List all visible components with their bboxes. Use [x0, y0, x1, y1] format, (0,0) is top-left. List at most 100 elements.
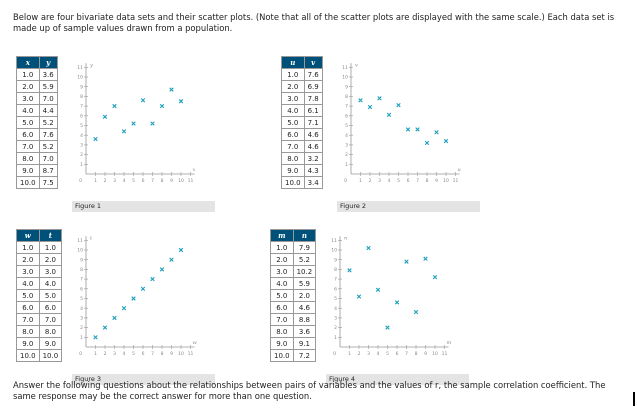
- data-table-4: m n 1.0 7.9 2.0 5.2 3.0 10.2 4.0 5.9 5.0 2.0 6.0 4.…: [270, 229, 317, 362]
- data-point-marker: [375, 287, 381, 292]
- marker-stroke: [443, 138, 449, 144]
- x-tick-label: 5: [386, 351, 389, 357]
- y-tick-label: 4: [80, 133, 83, 139]
- data-point-marker: [131, 296, 136, 301]
- figure-caption-3: Figure 3: [72, 374, 215, 385]
- data-point-marker: [366, 245, 371, 251]
- x-tick-label: 2: [104, 178, 107, 184]
- x-tick-label: 9: [435, 178, 438, 184]
- table-cell-y: 3.6: [38, 68, 58, 81]
- marker-stroke: [169, 257, 174, 262]
- marker-stroke: [423, 256, 428, 261]
- x-tick-label: 6: [142, 178, 145, 184]
- table-cell-y: 3.0: [38, 265, 63, 278]
- y-tick-label: 8: [345, 94, 348, 100]
- table-cell-y: 9.0: [38, 337, 63, 350]
- table-cell-x: 10.0: [16, 176, 40, 189]
- x-tick-label: 3: [113, 178, 116, 184]
- table-row: 5.0 2.0: [270, 289, 317, 302]
- marker-stroke: [396, 102, 401, 108]
- marker-stroke: [121, 129, 127, 134]
- table-cell-x: 6.0: [281, 128, 305, 141]
- y-tick-label: 7: [334, 277, 337, 283]
- dataset-block-1: x y 1.0 3.6 2.0 5.9 3.0 7.0 4.0 4.4 5.0 5.2 6.0 7.6…: [16, 56, 231, 216]
- table-cell-y: 5.0: [38, 289, 63, 302]
- table-cell-x: 3.0: [16, 92, 40, 105]
- x-tick-label: 1: [359, 178, 362, 184]
- y-tick-label: 8: [80, 94, 83, 100]
- table-cell-y: 10.2: [292, 265, 317, 278]
- y-tick-label: 2: [334, 325, 337, 331]
- table-cell-x: 10.0: [16, 349, 40, 362]
- table-cell-x: 8.0: [16, 152, 40, 165]
- x-tick-label: 6: [407, 178, 410, 184]
- y-tick-label: 6: [80, 113, 83, 119]
- table-row: 2.0 6.9: [281, 80, 323, 93]
- table-row: 3.0 7.8: [281, 92, 323, 105]
- data-point-marker: [358, 98, 363, 103]
- table-cell-y: 3.4: [303, 176, 323, 189]
- y-tick-label: 6: [334, 286, 337, 292]
- marker-stroke: [169, 87, 174, 92]
- y-tick-label: 9: [80, 84, 83, 90]
- table-row: 6.0 4.6: [281, 128, 323, 141]
- marker-stroke: [93, 136, 98, 142]
- data-point-marker: [159, 103, 165, 109]
- table-header-w: w: [16, 229, 40, 242]
- x-tick-label: 3: [113, 351, 116, 357]
- x-tick-label: 4: [123, 178, 126, 184]
- marker-stroke: [140, 98, 146, 103]
- table-cell-y: 7.2: [292, 349, 317, 362]
- table-cell-y: 7.6: [38, 128, 58, 141]
- table-cell-x: 3.0: [270, 265, 294, 278]
- table-cell-x: 9.0: [281, 164, 305, 177]
- table-row: 7.0 7.0: [16, 313, 63, 326]
- y-tick-label: 6: [345, 113, 348, 119]
- y-tick-label: 7: [80, 104, 83, 110]
- table-cell-x: 7.0: [16, 140, 40, 153]
- table-row: 3.0 3.0: [16, 265, 63, 278]
- table-cell-x: 2.0: [270, 253, 294, 266]
- y-tick-label: 7: [80, 277, 83, 283]
- data-point-marker: [367, 104, 373, 110]
- table-cell-x: 1.0: [270, 241, 294, 254]
- marker-stroke: [394, 300, 400, 305]
- x-tick-label: 2: [358, 351, 361, 357]
- y-axis-label: t: [90, 235, 93, 241]
- data-point-marker: [102, 325, 108, 330]
- table-header-m: m: [270, 229, 294, 242]
- table-row: 1.0 7.6: [281, 68, 323, 81]
- data-point-marker: [178, 99, 184, 104]
- data-point-marker: [443, 138, 449, 144]
- data-point-marker: [413, 309, 419, 315]
- y-tick-label: 3: [334, 316, 337, 322]
- x-tick-label: 4: [388, 178, 391, 184]
- data-point-marker: [386, 112, 392, 118]
- table-row: 5.0 7.1: [281, 116, 323, 129]
- x-tick-label: 7: [151, 351, 154, 357]
- marker-stroke: [358, 98, 363, 103]
- marker-stroke: [178, 99, 184, 104]
- table-cell-x: 8.0: [281, 152, 305, 165]
- table-cell-x: 1.0: [281, 68, 305, 81]
- table-cell-x: 7.0: [270, 313, 294, 326]
- marker-stroke: [159, 267, 165, 272]
- table-row: 5.0 5.2: [16, 116, 58, 129]
- table-cell-x: 2.0: [281, 80, 305, 93]
- table-row: 5.0 5.0: [16, 289, 63, 302]
- marker-stroke: [131, 121, 136, 126]
- table-row: 2.0 5.2: [270, 253, 317, 266]
- table-cell-y: 4.6: [303, 140, 323, 153]
- data-point-marker: [93, 136, 98, 142]
- table-header-v: v: [303, 56, 323, 69]
- table-cell-y: 7.0: [38, 152, 58, 165]
- table-row: 10.0 7.5: [16, 176, 58, 189]
- marker-stroke: [140, 286, 146, 291]
- data-table-2: u v 1.0 7.6 2.0 6.9 3.0 7.8 4.0 6.1 5.0 7.1 6.0 4.6…: [281, 56, 323, 189]
- table-header-y: y: [38, 56, 58, 69]
- marker-stroke: [377, 96, 382, 101]
- x-tick-label: 11: [188, 178, 194, 184]
- table-row: 7.0 8.8: [270, 313, 317, 326]
